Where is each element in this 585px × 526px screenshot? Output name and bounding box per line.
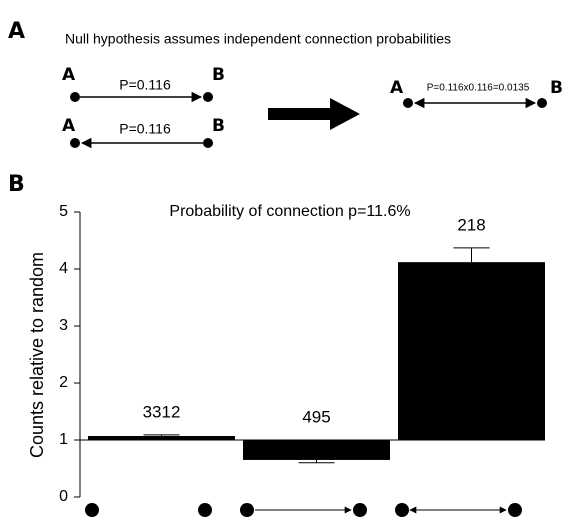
y-tick-label: 3 (59, 317, 68, 334)
icon-node (508, 503, 522, 517)
big-arrow (268, 98, 360, 130)
node-label: A (62, 65, 76, 85)
y-tick-label: 2 (59, 374, 68, 391)
icon-node (395, 503, 409, 517)
node (537, 98, 547, 108)
edge-label: P=0.116 (119, 77, 171, 93)
node (403, 98, 413, 108)
node-label: B (212, 116, 225, 136)
panel-label: A (8, 19, 25, 44)
node-label: B (550, 78, 563, 98)
icon-node (240, 503, 254, 517)
edge-label: P=0.116x0.116=0.0135 (427, 83, 530, 94)
node-label: B (212, 65, 225, 85)
node (203, 138, 213, 148)
icon-node (353, 503, 367, 517)
y-axis-label: Counts relative to random (27, 252, 47, 458)
node-label: A (62, 116, 76, 136)
node (70, 92, 80, 102)
panel-label: B (8, 172, 25, 197)
y-tick-label: 1 (59, 431, 68, 448)
plot: 0 1 2 3 4 5 3312 495 218 (59, 203, 545, 517)
node (203, 92, 213, 102)
y-tick-label: 5 (59, 203, 68, 220)
node-label: A (390, 78, 404, 98)
chart-title: Probability of connection p=11.6% (169, 203, 410, 220)
node (70, 138, 80, 148)
icon-node (198, 503, 212, 517)
icon-node (85, 503, 99, 517)
panel-title: Null hypothesis assumes independent conn… (65, 31, 451, 47)
bar (88, 436, 235, 440)
count-label: 3312 (143, 402, 181, 421)
bar (398, 262, 545, 440)
edge-label: P=0.116 (119, 121, 171, 137)
bar (243, 440, 390, 460)
count-label: 218 (457, 215, 485, 234)
count-label: 495 (302, 407, 330, 426)
y-tick-label: 4 (59, 260, 68, 277)
y-tick-label: 0 (59, 488, 68, 505)
